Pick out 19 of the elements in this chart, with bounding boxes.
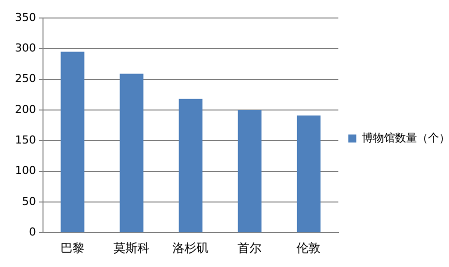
y-tick-label: 50 xyxy=(22,194,36,208)
bar xyxy=(60,52,84,232)
bar xyxy=(238,110,262,232)
y-tick-label: 100 xyxy=(14,164,36,178)
bar xyxy=(178,98,202,232)
y-tick-label: 200 xyxy=(14,102,36,116)
y-tick-label: 0 xyxy=(28,225,36,238)
x-tick-label: 巴黎 xyxy=(60,240,85,255)
y-tick-label: 350 xyxy=(14,10,36,24)
y-tick-label: 250 xyxy=(14,72,36,86)
y-tick-label: 150 xyxy=(14,133,36,146)
x-tick-label: 洛杉矶 xyxy=(172,240,209,255)
legend-label: 博物馆数量（个） xyxy=(362,131,449,144)
bar xyxy=(120,74,144,232)
x-tick-label: 伦敦 xyxy=(296,240,321,255)
x-tick-label: 莫斯科 xyxy=(114,240,150,255)
x-tick-label: 首尔 xyxy=(238,240,262,255)
bar xyxy=(296,115,321,232)
y-tick-label: 300 xyxy=(14,42,36,55)
